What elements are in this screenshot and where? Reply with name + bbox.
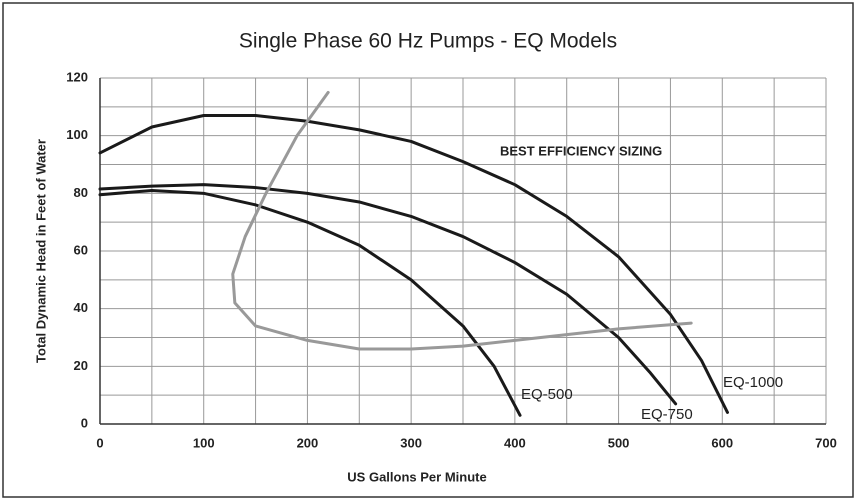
- line: [231, 90, 693, 351]
- x-tick-label: 700: [815, 435, 837, 450]
- y-tick-label: 100: [66, 127, 88, 142]
- y-tick-label: 0: [81, 415, 88, 430]
- chart-title: Single Phase 60 Hz Pumps - EQ Models: [239, 30, 617, 53]
- x-tick-label: 100: [193, 435, 215, 450]
- line: [98, 188, 522, 417]
- x-tick-label: 500: [608, 435, 630, 450]
- x-tick-label: 200: [297, 435, 319, 450]
- y-tick-label: 80: [74, 185, 88, 200]
- x-tick-label: 600: [711, 435, 733, 450]
- y-tick-label: 60: [74, 242, 88, 257]
- series-label: EQ-500: [521, 386, 573, 403]
- x-tick-label: 300: [400, 435, 422, 450]
- series-label: EQ-750: [641, 406, 693, 423]
- x-axis-label: US Gallons Per Minute: [347, 469, 486, 484]
- y-tick-label: 20: [74, 358, 88, 373]
- line: [98, 113, 729, 414]
- x-tick-label: 400: [504, 435, 526, 450]
- x-tick-label: 0: [96, 435, 103, 450]
- y-tick-label: 120: [66, 69, 88, 84]
- series-label: EQ-1000: [723, 374, 783, 391]
- y-axis-label: Total Dynamic Head in Feet of Water: [33, 139, 48, 363]
- line: [98, 183, 678, 406]
- series-label: BEST EFFICIENCY SIZING: [500, 143, 662, 158]
- y-tick-label: 40: [74, 300, 88, 315]
